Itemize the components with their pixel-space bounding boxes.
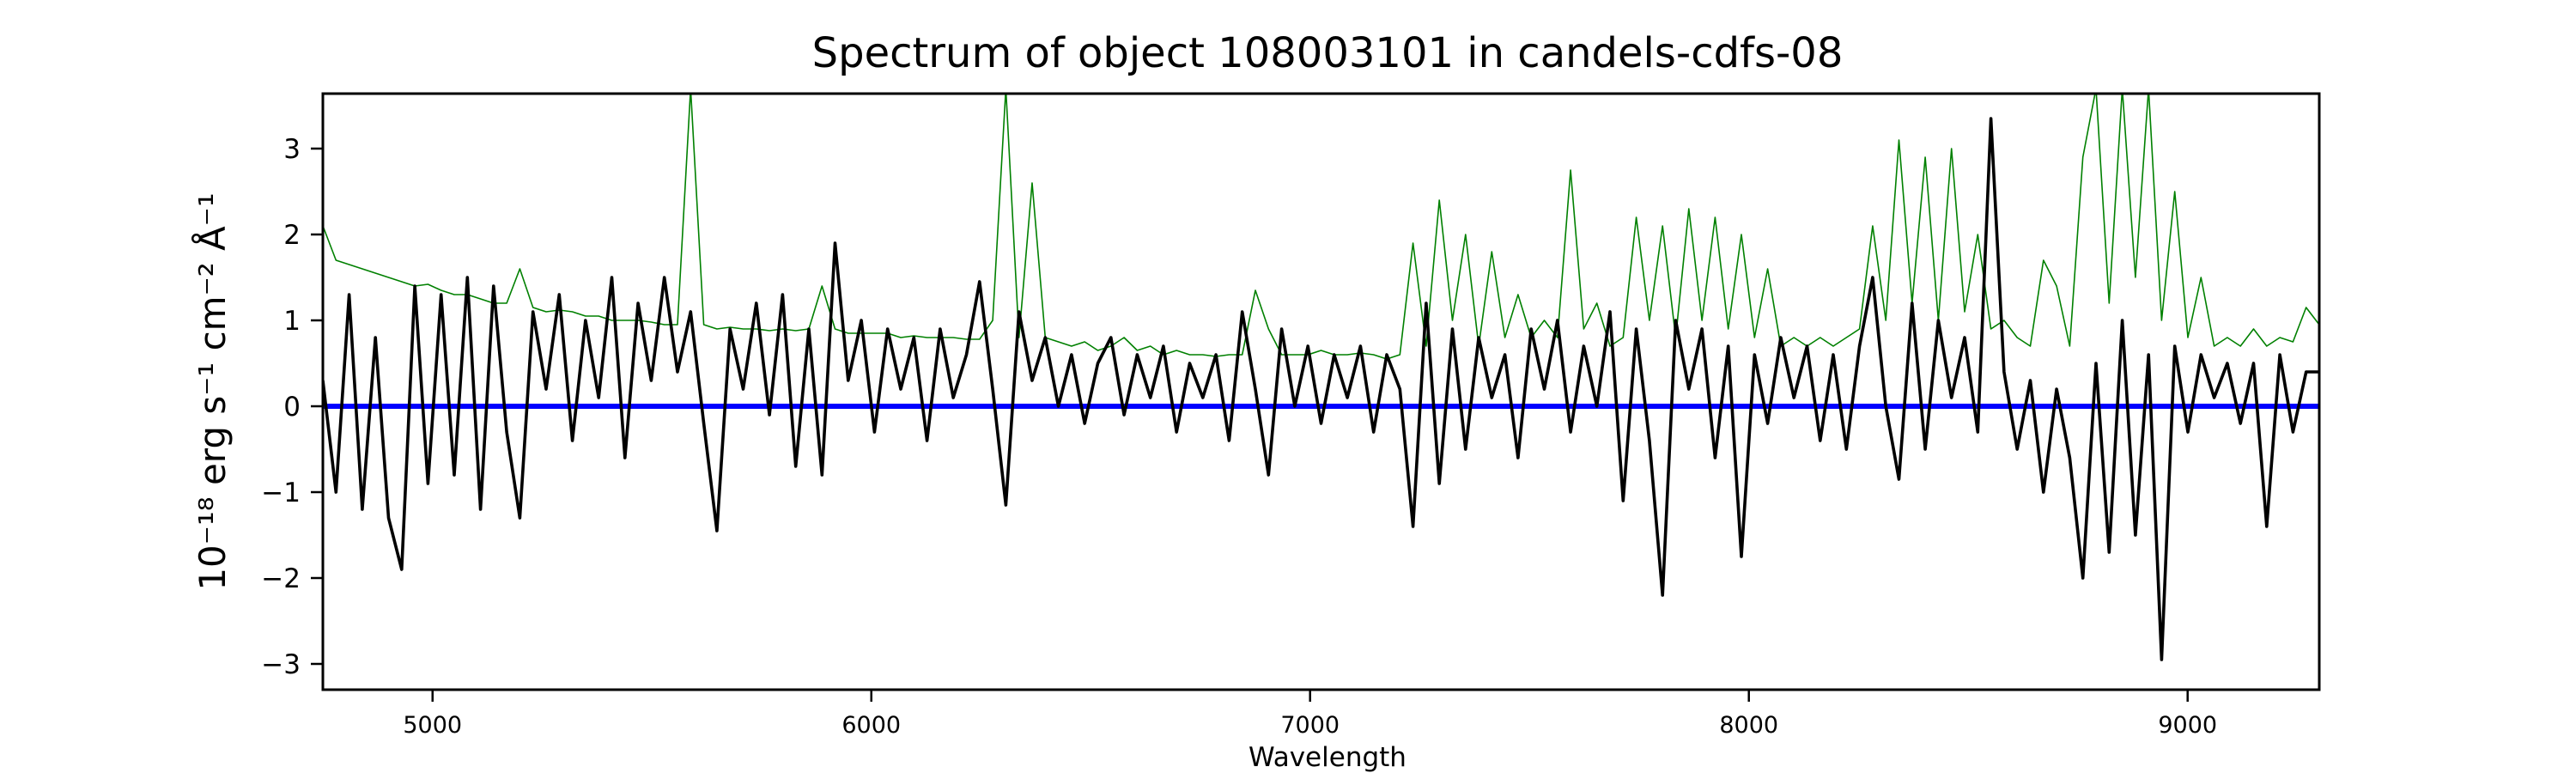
y-tick-label: 3	[283, 134, 301, 165]
x-tick-label: 7000	[1280, 712, 1340, 739]
x-tick-label: 6000	[841, 712, 901, 739]
y-tick-label: 2	[283, 220, 301, 251]
y-tick-label: −1	[261, 478, 301, 508]
series-line-error	[323, 94, 2319, 360]
x-tick-label: 9000	[2158, 712, 2217, 739]
y-axis-label: 10⁻¹⁸ erg s⁻¹ cm⁻² Å⁻¹	[191, 192, 234, 590]
series-line-flux	[323, 117, 2319, 661]
chart-title: Spectrum of object 108003101 in candels-…	[812, 29, 1844, 77]
x-axis: 5000 6000 7000 8000 9000	[403, 690, 2217, 739]
y-tick-label: 1	[283, 306, 301, 337]
y-tick-label: 0	[283, 392, 301, 423]
plot-frame	[321, 92, 2321, 691]
x-tick-label: 5000	[403, 712, 462, 739]
x-tick-label: 8000	[1719, 712, 1778, 739]
series-layer	[323, 94, 2319, 661]
y-tick-label: −2	[261, 563, 301, 594]
y-axis: −3 −2 −1 0 1 2 3	[261, 134, 323, 680]
y-tick-label: −3	[261, 649, 301, 680]
x-axis-label: Wavelength	[1249, 742, 1406, 773]
